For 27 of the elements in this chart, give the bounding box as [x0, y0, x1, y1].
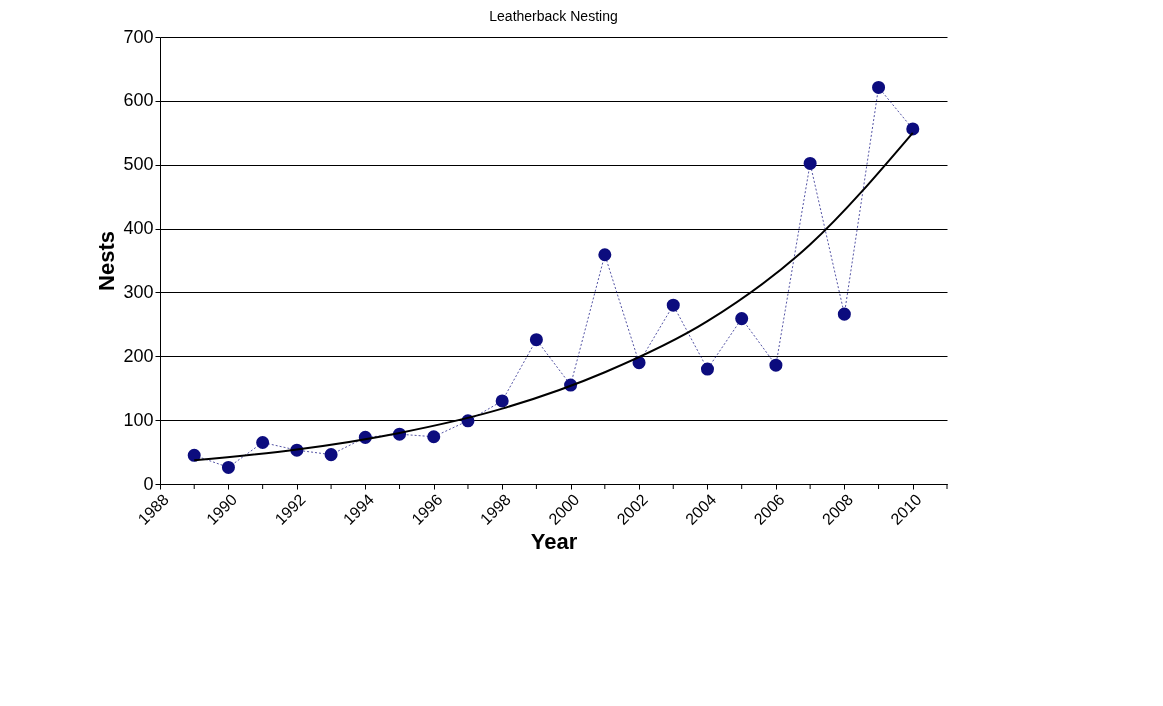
point: [221, 460, 235, 474]
chart-title: Leatherback Nesting: [489, 8, 618, 24]
y-axis-title: Nests: [94, 231, 120, 291]
point: [872, 80, 886, 94]
point: [769, 358, 783, 372]
point: [187, 448, 201, 462]
point: [803, 156, 817, 170]
point: [529, 333, 543, 347]
point: [700, 362, 714, 376]
y-tick-label: 700: [123, 26, 154, 47]
y-tick-label: 200: [123, 345, 154, 366]
y-tick-label: 600: [123, 90, 154, 111]
y-tick-label: 400: [123, 218, 154, 239]
point: [598, 248, 612, 262]
y-tick-label: 300: [123, 281, 154, 302]
y-tick-label: 500: [123, 154, 154, 175]
point: [906, 122, 920, 136]
y-tick-label: 100: [123, 409, 154, 430]
point: [256, 435, 270, 449]
point: [735, 312, 749, 326]
point: [324, 448, 338, 462]
point: [837, 307, 851, 321]
point: [427, 430, 441, 444]
point: [666, 298, 680, 312]
y-tick-label: 0: [143, 473, 154, 494]
x-axis-title: Year: [530, 528, 578, 554]
point: [495, 394, 509, 408]
